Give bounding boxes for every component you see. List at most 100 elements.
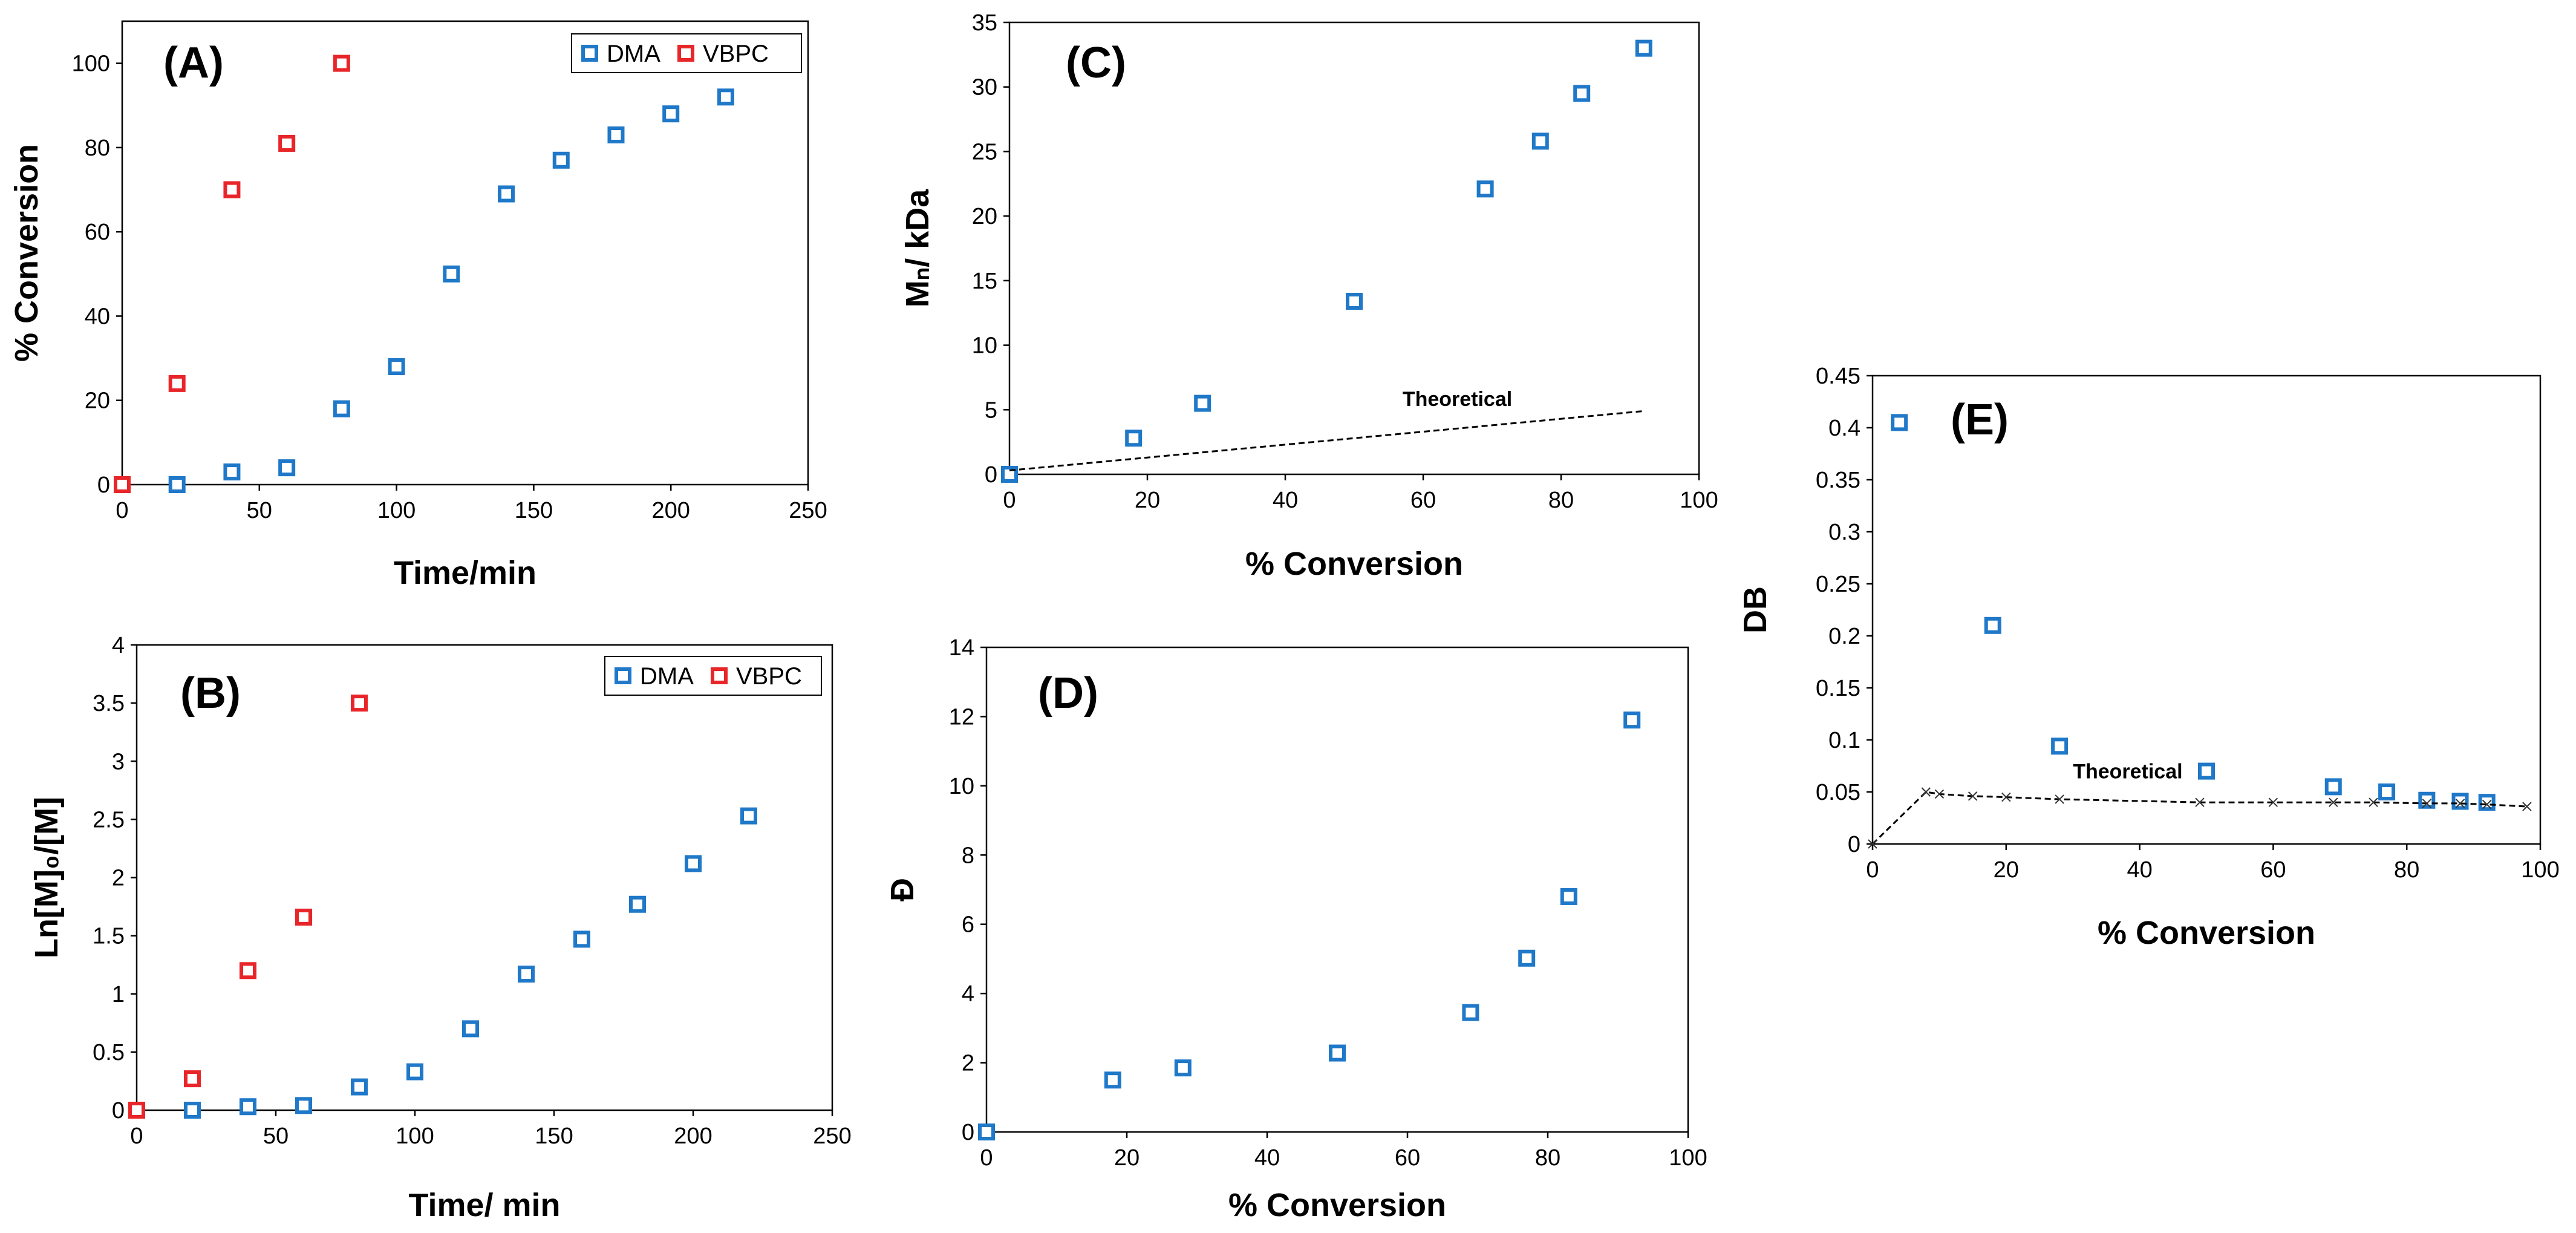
theoretical-point (2369, 797, 2378, 807)
y-tick-label: 2 (962, 1051, 974, 1076)
x-marker-stroke (2455, 799, 2465, 808)
series-vbpc (114, 54, 350, 493)
data-point (1476, 180, 1494, 198)
series-experimental (1891, 414, 2496, 811)
theoretical-point (2422, 799, 2432, 808)
y-tick-label: 0.45 (1816, 364, 1860, 389)
y-tick-label: 30 (972, 75, 997, 100)
series-theoretical (1868, 787, 2532, 849)
x-tick-label: 50 (247, 498, 272, 523)
data-point (662, 105, 680, 123)
x-tick-label: 50 (263, 1123, 289, 1149)
data-point (295, 1097, 312, 1114)
y-tick-label: 14 (949, 635, 974, 661)
y-tick-label: 12 (949, 704, 974, 730)
plot-frame (985, 646, 1689, 1133)
data-point (1635, 39, 1652, 57)
series-experimental (978, 711, 1641, 1140)
y-tick-label: 0.1 (1828, 728, 1860, 753)
legend-marker (581, 45, 598, 62)
legend-label: VBPC (736, 663, 802, 690)
theoretical-point (1968, 791, 1978, 801)
data-point (2478, 794, 2496, 811)
y-tick-label: 0.3 (1828, 520, 1860, 545)
y-tick-label: 0 (962, 1120, 974, 1145)
legend-label: DMA (607, 41, 660, 67)
data-point (1174, 1059, 1192, 1077)
annotation-label: Theoretical (2073, 760, 2182, 783)
x-axis-label: Time/ min (408, 1187, 560, 1223)
data-point (2378, 783, 2396, 800)
theoretical-point (1868, 839, 1877, 849)
chart-panel-a: 0 50 100 150 200 250 0 20 40 60 80 100 Time/min % Con… (8, 20, 827, 591)
x-tick-label: 100 (2521, 857, 2559, 883)
x-tick-label: 150 (515, 498, 553, 523)
x-tick-label: 250 (789, 498, 827, 523)
y-tick-label: 35 (972, 10, 997, 36)
annotation-label: Theoretical (1403, 388, 1512, 411)
x-tick-label: 100 (396, 1123, 434, 1149)
panel-title: (C) (1066, 39, 1126, 87)
y-tick-label: 0 (97, 473, 110, 498)
y-tick-label: 20 (85, 388, 110, 414)
y-tick-label: 1 (112, 982, 125, 1007)
data-point (607, 126, 625, 144)
data-point (406, 1063, 423, 1081)
y-tick-label: 25 (972, 139, 997, 165)
y-tick-label: 2 (112, 866, 125, 891)
data-point (240, 962, 256, 980)
panel-title: (A) (163, 39, 224, 87)
legend-marker (615, 667, 631, 684)
theoretical-point (2329, 797, 2338, 807)
data-point (1462, 1004, 1479, 1021)
plot-frame (1871, 374, 2542, 845)
x-marker-stroke (1968, 791, 1978, 801)
data-point (2198, 762, 2215, 780)
y-tick-label: 15 (972, 269, 997, 294)
x-marker-stroke (2422, 799, 2432, 808)
y-tick-label: 6 (962, 912, 974, 938)
y-axis-label: Đ (884, 878, 921, 901)
theoretical-point (1934, 789, 1945, 799)
plot-frame (121, 20, 809, 486)
data-point (223, 181, 241, 198)
data-point (552, 151, 570, 169)
y-tick-label: 0 (1848, 832, 1860, 857)
x-tick-label: 60 (1395, 1145, 1420, 1171)
x-axis-label: % Conversion (1245, 546, 1463, 582)
data-point (388, 358, 405, 376)
y-tick-label: 10 (949, 774, 974, 799)
x-tick-label: 80 (2394, 857, 2419, 883)
x-tick-label: 250 (813, 1123, 851, 1149)
data-point (114, 476, 131, 493)
x-tick-label: 0 (980, 1145, 993, 1171)
data-point (333, 54, 350, 72)
data-point (128, 1102, 145, 1119)
y-tick-label: 60 (85, 220, 110, 245)
legend-marker (711, 667, 728, 684)
legend-marker (677, 45, 694, 62)
panel-title: (B) (180, 669, 241, 718)
x-tick-label: 20 (1135, 488, 1160, 513)
y-tick-label: 5 (985, 397, 997, 423)
x-axis-label: % Conversion (2098, 915, 2315, 951)
y-tick-label: 0.25 (1816, 572, 1860, 597)
x-tick-label: 200 (674, 1123, 712, 1149)
y-tick-label: 8 (962, 843, 974, 868)
data-point (278, 134, 296, 152)
x-marker-stroke (2329, 797, 2338, 807)
x-marker-stroke (2482, 799, 2492, 809)
data-point (685, 855, 702, 872)
data-point (518, 966, 535, 983)
data-point (168, 476, 186, 493)
x-tick-label: 200 (651, 498, 690, 523)
data-point (573, 930, 590, 948)
theoretical-line (1871, 791, 2527, 845)
data-point (1125, 430, 1143, 447)
theoretical-point (2001, 792, 2011, 802)
data-point (2451, 793, 2469, 810)
data-point (740, 807, 757, 825)
series-vbpc (128, 695, 368, 1119)
data-point (2418, 791, 2436, 809)
data-point (1891, 414, 1908, 431)
